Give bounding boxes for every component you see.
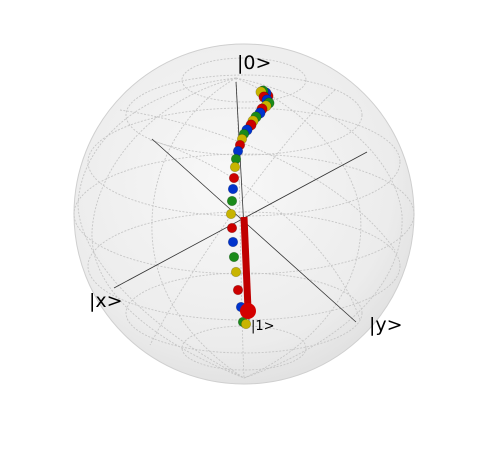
latitude-ring (125, 272, 363, 354)
label-ket1: |1> (251, 319, 275, 334)
sphere-grid (73, 57, 415, 379)
label-ket0: |0> (237, 52, 271, 74)
trajectory-point (240, 318, 252, 330)
longitude-arc (235, 77, 403, 379)
longitude-arc (149, 89, 336, 346)
longitude-arc (119, 109, 396, 251)
latitude-ring (87, 107, 401, 217)
latitude-ring (181, 325, 307, 371)
trajectory-point (232, 284, 244, 296)
label-ketx: |x> (89, 290, 123, 312)
trajectory-point (227, 236, 239, 248)
trajectory-point (229, 161, 241, 173)
latitude-ring (181, 57, 307, 103)
trajectory-point (226, 222, 238, 234)
y-axis (151, 138, 357, 323)
longitude-arc (91, 77, 245, 379)
trajectory-point (227, 183, 239, 195)
latitude-ring (87, 211, 401, 321)
equator-ring (73, 153, 415, 275)
x-axis (113, 151, 368, 289)
state-vector-head (240, 303, 256, 319)
state-vector-line (240, 216, 252, 310)
trajectory-point (230, 266, 242, 278)
trajectory-point (228, 251, 240, 263)
trajectory-point (226, 195, 238, 207)
state-vector (240, 216, 256, 319)
longitude-arc (235, 77, 362, 379)
trajectory-point (228, 172, 240, 184)
label-kety: |y> (369, 314, 403, 336)
latitude-ring (125, 74, 363, 156)
longitude-arc (151, 77, 245, 379)
longitude-arc (77, 77, 245, 379)
trajectory-points (225, 85, 275, 330)
trajectory-point (225, 208, 237, 220)
